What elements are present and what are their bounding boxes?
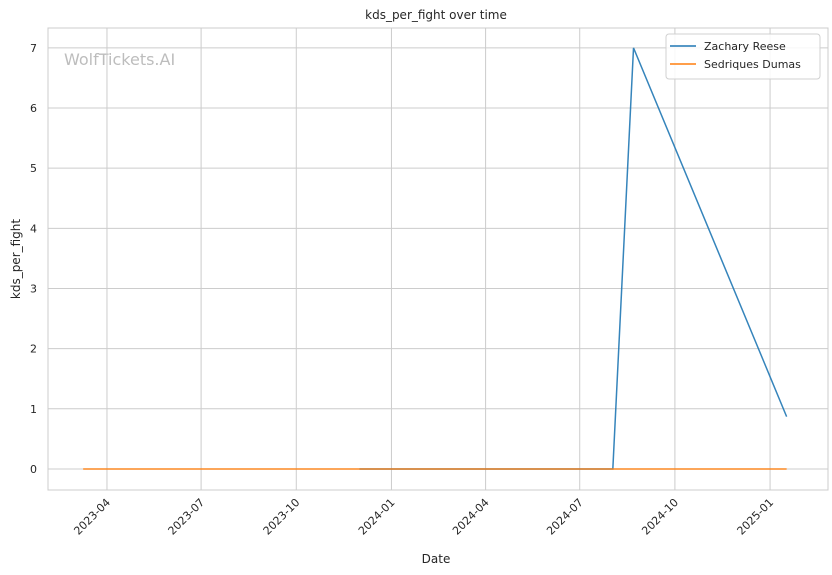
x-tick-label: 2023-07 <box>166 496 208 538</box>
x-tick-label: 2024-10 <box>639 496 681 538</box>
x-tick-label: 2024-04 <box>450 496 492 538</box>
y-tick-label: 4 <box>30 222 37 235</box>
y-axis-label: kds_per_fight <box>9 219 23 300</box>
series-line-zachary-reese <box>359 47 788 470</box>
legend-label: Zachary Reese <box>704 40 786 53</box>
y-tick-label: 3 <box>30 282 37 295</box>
x-tick-label: 2025-01 <box>734 496 776 538</box>
y-tick-label: 1 <box>30 403 37 416</box>
legend: Zachary Reese Sedriques Dumas <box>665 33 821 80</box>
y-tick-label: 6 <box>30 102 37 115</box>
y-tick-label: 7 <box>30 42 37 55</box>
chart-title: kds_per_fight over time <box>365 8 507 22</box>
legend-box <box>665 33 821 80</box>
x-axis-label: Date <box>422 552 451 566</box>
plot-frame <box>47 27 829 491</box>
y-tick-label: 5 <box>30 162 37 175</box>
watermark: WolfTickets.AI <box>64 50 175 69</box>
x-tick-label: 2023-04 <box>71 496 113 538</box>
y-tick-label: 2 <box>30 343 37 356</box>
legend-label: Sedriques Dumas <box>704 58 801 71</box>
x-tick-label: 2024-01 <box>356 496 398 538</box>
y-tick-label: 0 <box>30 463 37 476</box>
x-tick-label: 2024-07 <box>544 496 586 538</box>
x-tick-label: 2023-10 <box>261 496 303 538</box>
